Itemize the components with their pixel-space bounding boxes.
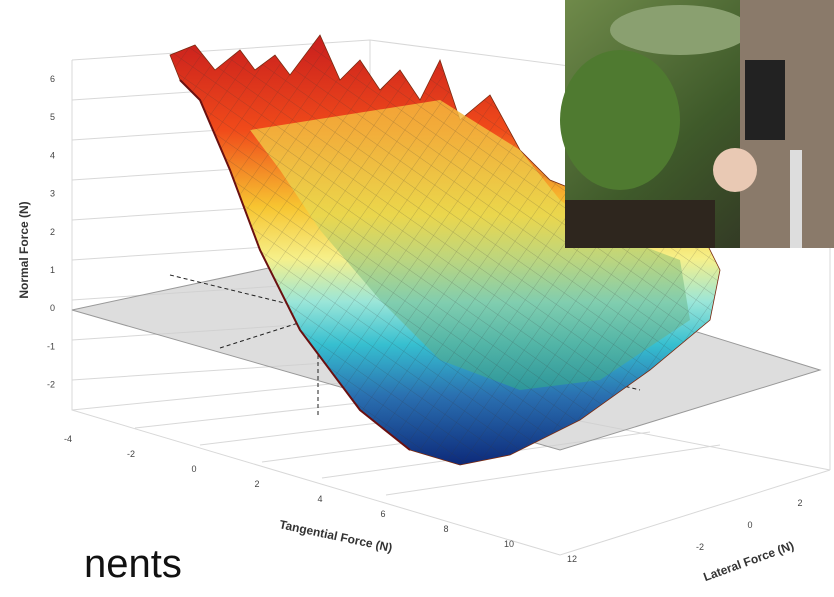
y-tick-label: 2	[797, 498, 802, 508]
x-tick-label: 6	[380, 509, 385, 519]
z-tick-label: 0	[50, 303, 55, 313]
x-tick-label: -4	[64, 434, 72, 444]
z-tick-label: -1	[47, 341, 55, 351]
x-axis-title: Tangential Force (N)	[278, 517, 394, 555]
x-tick-label: 10	[504, 539, 514, 549]
z-tick-label: 4	[50, 150, 55, 160]
x-tick-label: 0	[191, 464, 196, 474]
surface-mesh	[170, 35, 720, 465]
z-tick-label: 5	[50, 112, 55, 122]
body-text: nents	[84, 542, 182, 586]
y-axis-title: Lateral Force (N)	[701, 538, 795, 584]
z-tick-label: 3	[50, 189, 55, 199]
z-tick-label: 6	[50, 74, 55, 84]
x-tick-label: 4	[317, 494, 322, 504]
z-tick-label: 1	[50, 265, 55, 275]
y-tick-label: -2	[696, 542, 704, 552]
z-tick-label: -2	[47, 380, 55, 390]
y-tick-label: 0	[747, 520, 752, 530]
x-tick-label: 8	[443, 524, 448, 534]
z-axis-title: Normal Force (N)	[17, 201, 31, 298]
x-tick-label: 12	[567, 554, 577, 564]
photo-inset	[560, 0, 834, 248]
z-tick-label: 2	[50, 227, 55, 237]
x-tick-label: -2	[127, 449, 135, 459]
x-tick-label: 2	[254, 479, 259, 489]
surface-edge	[179, 79, 411, 451]
